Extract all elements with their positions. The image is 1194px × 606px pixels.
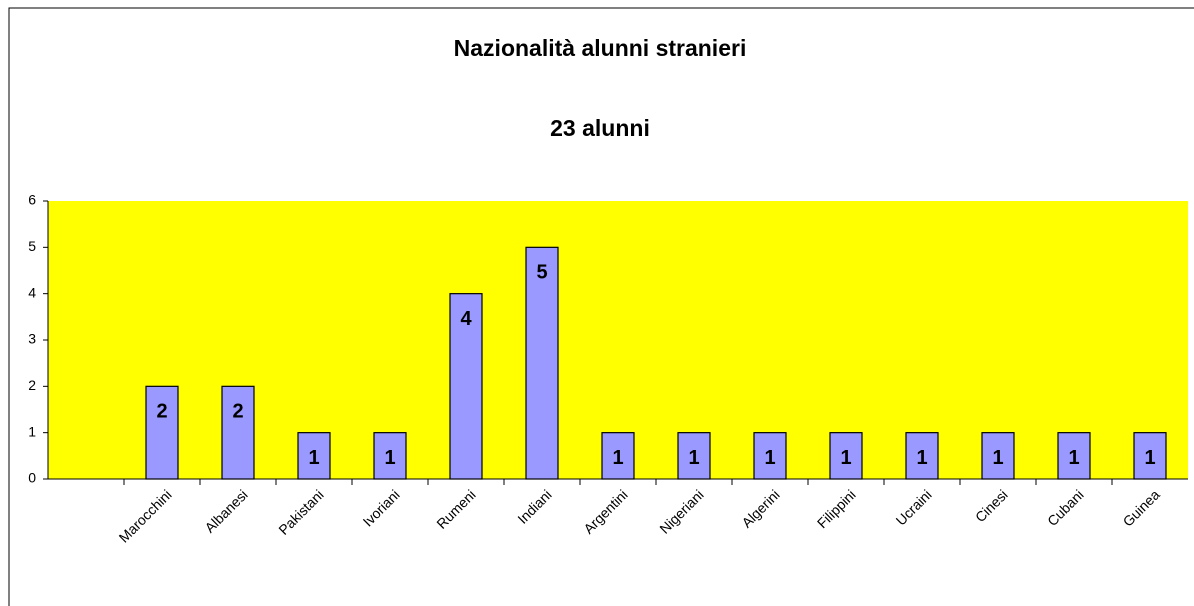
data-label: 1 (612, 447, 623, 469)
data-label: 1 (1144, 447, 1155, 469)
y-tick-label: 5 (28, 238, 36, 254)
y-tick-label: 1 (28, 423, 36, 439)
bar (829, 432, 863, 480)
bar (221, 385, 255, 480)
y-tick-label: 6 (28, 192, 36, 208)
bar (297, 432, 331, 480)
data-label: 1 (916, 447, 927, 469)
data-label: 2 (156, 401, 167, 423)
data-label: 1 (992, 447, 1003, 469)
bar (905, 432, 939, 480)
bar (525, 246, 559, 480)
data-label: 1 (384, 447, 395, 469)
data-label: 1 (764, 447, 775, 469)
data-label: 5 (536, 262, 547, 284)
bar (981, 432, 1015, 480)
data-label: 1 (1068, 447, 1079, 469)
data-label: 1 (308, 447, 319, 469)
data-label: 1 (840, 447, 851, 469)
bar (1133, 432, 1167, 480)
bar (449, 293, 483, 480)
y-tick-label: 3 (28, 331, 36, 347)
bar (677, 432, 711, 480)
y-tick-label: 2 (28, 377, 36, 393)
bar (145, 385, 179, 480)
bar (373, 432, 407, 480)
data-label: 4 (460, 308, 472, 330)
bar (753, 432, 787, 480)
data-label: 2 (232, 401, 243, 423)
chart-subtitle: 23 alunni (550, 115, 650, 141)
chart-title: Nazionalità alunni stranieri (454, 35, 747, 61)
y-tick-label: 0 (28, 470, 36, 486)
y-tick-label: 4 (28, 284, 36, 300)
bar (1057, 432, 1091, 480)
data-label: 1 (688, 447, 699, 469)
bar (601, 432, 635, 480)
